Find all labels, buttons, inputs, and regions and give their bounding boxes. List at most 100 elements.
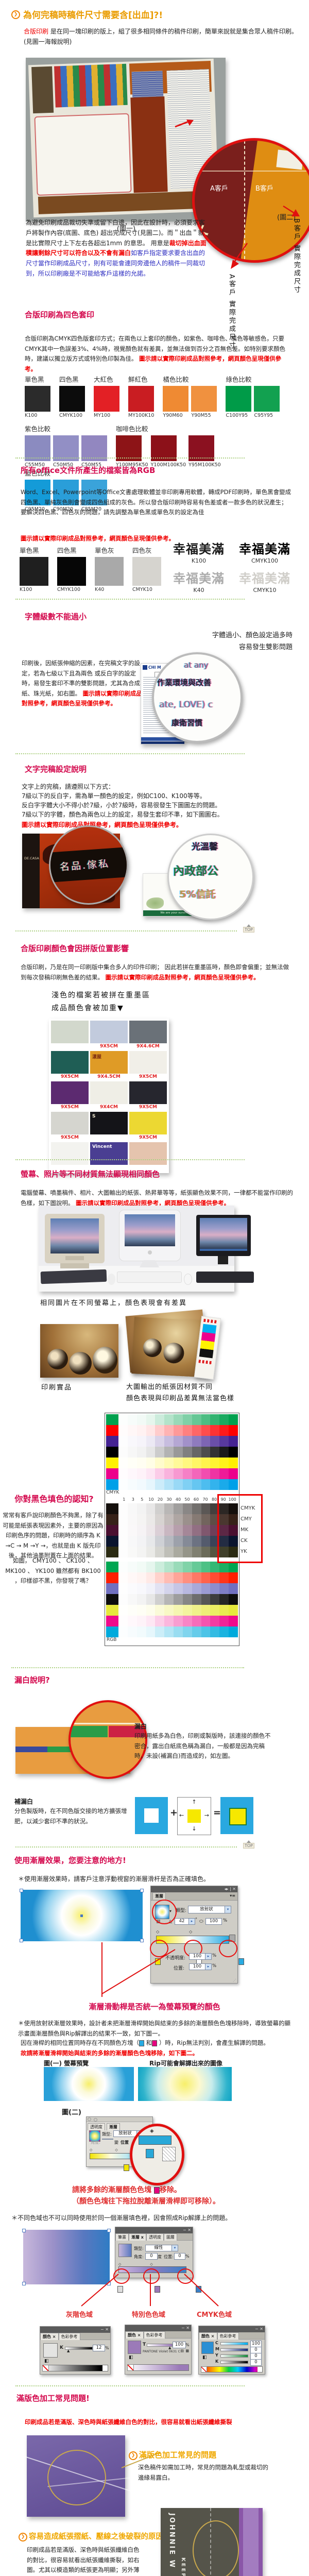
cp1-tab-guide[interactable]: 色彩參考 (58, 2333, 80, 2340)
stop-blue[interactable] (238, 1958, 244, 1965)
selection-handle (22, 2229, 26, 2232)
angle-field[interactable]: 42 (175, 1918, 189, 1925)
mag-text-2: 內政部公 (173, 865, 219, 878)
cp1-pct: % (105, 2346, 109, 2350)
text-sample: 幸福美滿 K40 (166, 568, 232, 594)
type-value-2[interactable]: 放射狀 (113, 2130, 137, 2137)
cp3-val-k[interactable]: 0 (250, 2359, 262, 2366)
type-dd-button[interactable]: ▾ (225, 1906, 231, 1913)
leaf-motif (146, 897, 164, 909)
angle-field-2[interactable] (102, 2139, 113, 2140)
swatch-code: MY100 (94, 413, 111, 418)
divider (15, 1159, 245, 1160)
highlight-rectangle (217, 1494, 263, 1563)
angle-dd[interactable]: ▸ (188, 1918, 195, 1925)
callout-cmyk: CMYK色域 (197, 2311, 232, 2319)
cp3-slider-m[interactable] (220, 2348, 248, 2351)
type-select[interactable]: 放射狀 (188, 1906, 225, 1913)
mini-gradient-swatch[interactable] (89, 2130, 100, 2142)
arrow-b-icon (283, 205, 300, 216)
swatch-code: C95Y95 (254, 413, 273, 418)
panel-menu-icon[interactable]: ▾≡ (230, 1893, 235, 1898)
stop3-gray[interactable] (117, 2286, 123, 2293)
swatch-group-label: 綠色比較 (226, 376, 252, 383)
white-chip-3 (258, 2367, 262, 2372)
cp3-ramp[interactable] (201, 2366, 263, 2372)
green-bar (47, 1747, 77, 1752)
cp3-tab-guide[interactable]: 色彩參考 (217, 2332, 239, 2340)
tab-gradient[interactable]: 漸層 x (129, 2233, 146, 2241)
linear-swatch[interactable] (118, 2244, 132, 2257)
stop3-purple[interactable] (154, 2286, 160, 2293)
sample-text: 幸福美滿 (173, 542, 225, 556)
grayscale-color-panel: − ✕ 顏色 × 色彩參考 ◧ K ▲ 12 % (40, 2326, 111, 2375)
card-size-label: 9X5CM (60, 1074, 79, 1079)
cp1-value[interactable]: 12 (93, 2345, 105, 2351)
pos-field-3[interactable]: 0 (174, 2253, 185, 2260)
cp2-ramp[interactable] (127, 2364, 189, 2371)
cp2-tab-guide[interactable]: 色彩參考 (143, 2331, 165, 2338)
cp3-slider-c[interactable] (220, 2342, 248, 2345)
trap-diagram-blue (135, 1797, 168, 1834)
selection-handle (22, 2282, 26, 2285)
gold-ellipse-2 (193, 2520, 239, 2576)
angle-field-3[interactable]: 0 (145, 2253, 158, 2260)
type-value-3[interactable]: 線性 (145, 2245, 172, 2251)
color-swatch: C90M20 (53, 480, 79, 512)
type-label-2: 類型: (102, 2132, 112, 2137)
type-label: 類型: (176, 1908, 187, 1913)
cp2-slider[interactable] (147, 2344, 173, 2347)
back-to-top-button-2[interactable]: TOP (241, 1840, 256, 1849)
swatch-code: CMYK100 (57, 587, 80, 592)
chart-row (106, 1594, 238, 1605)
monitors-photo (39, 1206, 254, 1292)
cp1-ramp[interactable] (42, 2365, 108, 2371)
cp3-swatch[interactable] (201, 2342, 214, 2354)
mag-text-1: 光溫馨 (192, 842, 218, 852)
spoon-bowl-5 (163, 1342, 185, 1364)
gradient-paragraph-3: 因在滑桿的相同位置同時存在不同顏色方塊（ 和 ）時，Rip無法判別，會產生解譯的… (21, 2039, 269, 2046)
top-arrow-icon (247, 1840, 251, 1843)
cp1-tab-color[interactable]: 顏色 × (40, 2333, 59, 2340)
scale-tick: 1 (123, 1497, 126, 1502)
cp2-swatch[interactable] (128, 2341, 141, 2354)
cp2-value[interactable]: 100 (173, 2342, 186, 2348)
tab-layers[interactable]: 圖層 (163, 2233, 177, 2241)
opacity-tab[interactable]: 透明度 (88, 2123, 105, 2130)
swatch-color-box (25, 435, 50, 461)
cp3-slider-y[interactable] (220, 2354, 248, 2358)
gradient-tab-2[interactable]: 漸層 (106, 2123, 120, 2130)
swatch-color-box (95, 557, 124, 586)
office-note: 圖示請以實際印刷成品對照參考，網頁顏色呈現僅供參考。 (21, 535, 175, 542)
cp1-swatch[interactable] (43, 2343, 58, 2358)
ratio-icon: ⬭ (199, 1919, 203, 1924)
window-dot (93, 2118, 97, 2122)
business-card: 9X4.6CM (129, 1021, 167, 1049)
cp1-slider[interactable] (65, 2347, 93, 2350)
tab-transparency[interactable]: 透明度 (146, 2233, 164, 2241)
section-heading-cmyk: 合版印刷為四色套印 (25, 310, 95, 319)
stop2-yellow[interactable] (123, 2164, 129, 2171)
pos-dd[interactable]: ▸ (205, 1963, 212, 1970)
swatch-code: Y90M60 (163, 413, 183, 418)
cmyk-paragraph: 合版印刷為CMYK四色版套印方式；在兩色以上套印的顏色，如紫色、咖啡色、橘色等敏… (25, 335, 286, 372)
textspec-note: 圖示請以實際印刷成品對照參考，網頁顏色呈現僅供參考。 (22, 821, 183, 828)
fig1-rip-result (138, 2067, 232, 2101)
scale-field[interactable]: 100 (205, 1918, 222, 1925)
stop-cyan-big[interactable] (146, 2149, 154, 2158)
tab-stroke[interactable]: 筆畫 (115, 2233, 129, 2241)
color-swatch: C50M50 (53, 435, 79, 468)
swatch-code: Y100M100K50 (150, 462, 186, 468)
cp2-tab-color[interactable]: 顏色 × (125, 2331, 144, 2338)
resize-grip: ⋰ (233, 1978, 236, 1982)
back-to-top-button[interactable]: TOP (241, 924, 256, 933)
swatch-group-label: 單色黑 (25, 376, 44, 383)
chart-scale: 1 3 5 10 20 30 40 50 60 70 80 90 100 (107, 1496, 237, 1503)
cp3-slider-k[interactable] (220, 2361, 248, 2364)
actual-size-label-b: B客戶 實際完成尺寸 (293, 218, 300, 295)
opacity-dd[interactable]: ▸ (205, 1953, 212, 1960)
cp3-tab-color[interactable]: 顏色 × (199, 2332, 217, 2340)
gradient-tab[interactable]: 漸層 (152, 1892, 166, 1900)
type-dd-3[interactable]: ▾ (171, 2245, 178, 2251)
sample-text: 幸福美滿 (173, 571, 225, 586)
